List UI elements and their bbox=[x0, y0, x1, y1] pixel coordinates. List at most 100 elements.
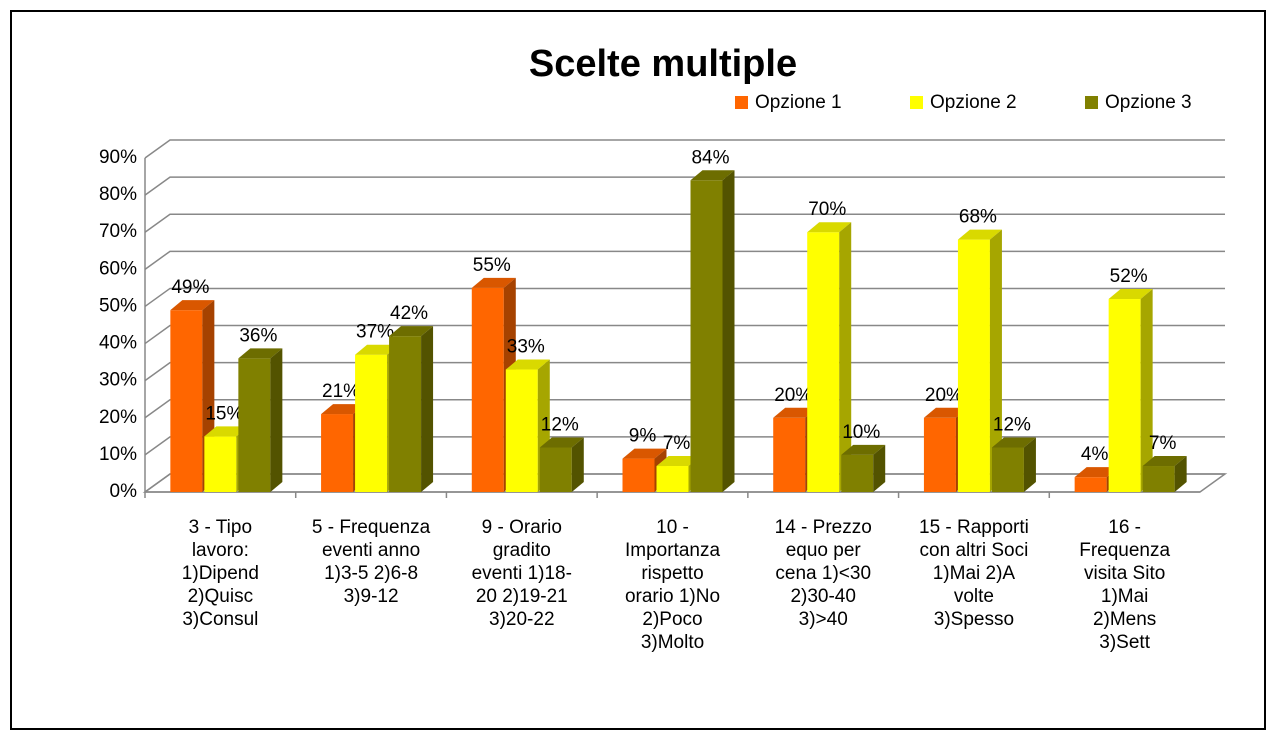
data-label: 84% bbox=[691, 147, 729, 168]
x-tick-label-line: 14 - Prezzo bbox=[775, 517, 872, 538]
x-tick-label-line: Importanza bbox=[625, 540, 720, 561]
bar-front bbox=[1108, 299, 1141, 492]
bar-top bbox=[170, 300, 215, 311]
bar-top bbox=[690, 170, 735, 181]
bar-side bbox=[1023, 437, 1036, 492]
bar-front bbox=[505, 369, 538, 492]
data-label: 15% bbox=[205, 403, 243, 424]
data-label: 33% bbox=[507, 337, 545, 358]
x-tick-label-line: orario 1)No bbox=[625, 586, 720, 607]
chart-title: Scelte multiple bbox=[529, 43, 797, 85]
bar-top bbox=[957, 229, 1002, 240]
bar-top bbox=[204, 426, 249, 437]
x-tick-label-line: 1)Dipend bbox=[182, 563, 259, 584]
data-label: 68% bbox=[959, 207, 997, 228]
bar-top bbox=[622, 448, 667, 459]
bar-top bbox=[389, 326, 434, 337]
data-label: 37% bbox=[356, 322, 394, 343]
y-tick-label: 80% bbox=[99, 184, 137, 205]
bar-side bbox=[722, 170, 735, 492]
bar-front bbox=[1142, 466, 1175, 492]
bar-side bbox=[989, 229, 1002, 492]
bar-front bbox=[991, 447, 1024, 492]
bar bbox=[841, 444, 886, 492]
x-tick-label-line: 2)Quisc bbox=[188, 586, 253, 607]
x-tick-label-line: 3)Consul bbox=[182, 609, 258, 630]
x-tick-label-line: 1)Mai bbox=[1101, 586, 1149, 607]
x-tick-label-line: gradito bbox=[493, 540, 551, 561]
x-tick-label-line: 16 - bbox=[1108, 517, 1141, 538]
bar-front bbox=[690, 180, 723, 492]
x-tick-label-line: equo per bbox=[786, 540, 862, 561]
bar-front bbox=[923, 417, 956, 492]
grid-line bbox=[144, 213, 1225, 233]
x-tick-label: 3 - Tipo lavoro: 1)Dipend 2)Quisc 3)Consul bbox=[182, 517, 259, 630]
x-tick-label-line: 9 - Orario bbox=[482, 517, 562, 538]
x-tick-label-line: 2)30-40 bbox=[790, 586, 856, 607]
data-label: 36% bbox=[239, 325, 277, 346]
bar bbox=[957, 229, 1002, 492]
bar-top bbox=[321, 404, 366, 415]
y-tick-label: 40% bbox=[99, 333, 137, 354]
grid-line bbox=[144, 436, 1225, 456]
legend-label: Opzione 2 bbox=[930, 92, 1017, 113]
x-tick-label-line: eventi anno bbox=[322, 540, 420, 561]
bar bbox=[1142, 456, 1187, 492]
bar bbox=[807, 222, 852, 492]
x-tick-label-line: volte bbox=[954, 586, 994, 607]
x-tick-label-line: visita Sito bbox=[1084, 563, 1165, 584]
x-tick-label: 16 -Frequenza visita Sito 1)Mai 2)Mens 3)Set… bbox=[1079, 517, 1170, 653]
bar-top bbox=[1108, 289, 1153, 300]
bar-front bbox=[238, 358, 271, 492]
x-tick-label-line: 20 2)19-21 bbox=[476, 586, 568, 607]
x-tick-label-line: 2)Poco bbox=[642, 609, 702, 630]
bar-front bbox=[622, 458, 655, 492]
bar-top bbox=[656, 456, 701, 467]
bar-front bbox=[204, 436, 237, 492]
grid-line bbox=[144, 139, 1225, 159]
x-tick-label-line: 3)9-12 bbox=[344, 586, 399, 607]
bar-top bbox=[773, 407, 818, 418]
data-label: 12% bbox=[993, 414, 1031, 435]
data-label: 7% bbox=[1149, 433, 1177, 454]
data-label: 49% bbox=[171, 277, 209, 298]
grid-line bbox=[144, 324, 1225, 345]
bar-front bbox=[773, 417, 806, 492]
grid-line bbox=[144, 399, 1225, 419]
bar-side bbox=[873, 444, 886, 492]
data-label: 70% bbox=[808, 199, 846, 220]
legend-swatch bbox=[910, 96, 923, 109]
bar-front bbox=[355, 354, 388, 492]
x-tick-label-line: con altri Soci bbox=[920, 540, 1029, 561]
x-tick-label-line: 2)Mens bbox=[1093, 609, 1156, 630]
bar-side bbox=[421, 326, 434, 492]
bar-top bbox=[471, 277, 516, 288]
x-tick-label-line: Frequenza bbox=[1079, 540, 1170, 561]
x-tick-label: 15 - Rapporti con altri Soci 1)Mai 2)A volt… bbox=[919, 517, 1029, 630]
data-label: 7% bbox=[663, 433, 691, 454]
y-tick-label: 30% bbox=[99, 370, 137, 391]
bar-front bbox=[841, 454, 874, 492]
bar-front bbox=[389, 336, 422, 492]
x-tick-label-line: 3)Molto bbox=[641, 632, 704, 653]
legend-label: Opzione 3 bbox=[1105, 92, 1192, 113]
bar-side bbox=[1140, 289, 1153, 492]
x-tick-label: 14 - Prezzo equo per cena 1)<30 2)30-40 3)>4… bbox=[775, 517, 872, 630]
bar-front bbox=[1074, 477, 1107, 492]
data-label: 52% bbox=[1110, 266, 1148, 287]
grid-line bbox=[144, 287, 1225, 308]
y-tick-label: 20% bbox=[99, 407, 137, 428]
bar bbox=[690, 170, 735, 492]
legend-label: Opzione 1 bbox=[755, 92, 842, 113]
x-tick-label: 10 -Importanza rispetto orario 1)No 2)Poco 3… bbox=[625, 517, 720, 653]
x-tick-label-line: 3)Spesso bbox=[934, 609, 1014, 630]
bar-side bbox=[270, 348, 283, 492]
x-tick-label-line: 1)Mai 2)A bbox=[933, 563, 1016, 584]
bar-side bbox=[1174, 456, 1187, 492]
bar bbox=[1108, 289, 1153, 492]
data-label: 42% bbox=[390, 303, 428, 324]
y-tick-label: 50% bbox=[99, 295, 137, 316]
bar bbox=[238, 348, 283, 492]
